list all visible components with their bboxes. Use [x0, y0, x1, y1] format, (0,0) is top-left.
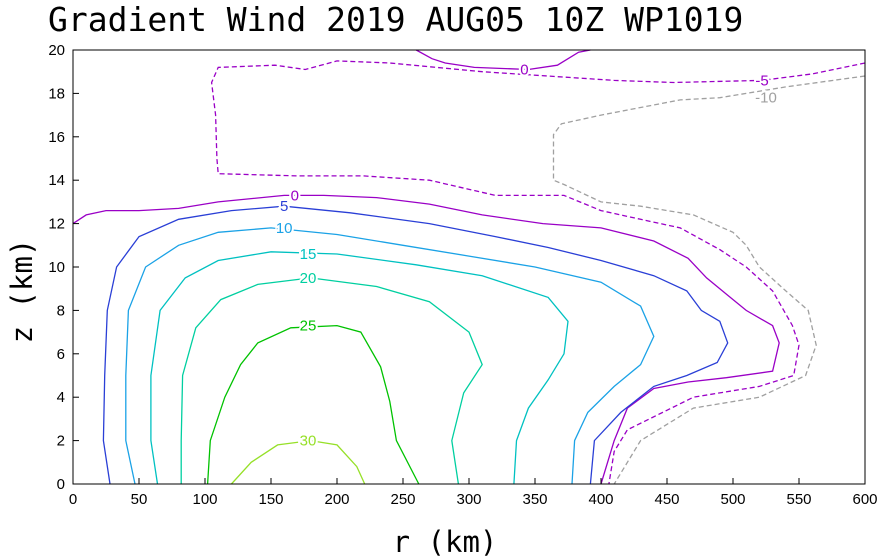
- y-tick-label: 10: [48, 259, 65, 276]
- y-tick-label: 20: [48, 42, 65, 59]
- x-axis: 0 50 100 150 200 250 300 350 400 450 500 550 600: [69, 478, 878, 508]
- contour-line-0: [72, 194, 780, 485]
- y-tick-label: 8: [57, 302, 65, 319]
- contour-label-5: 5: [280, 198, 288, 215]
- contour-line-15: [150, 251, 569, 485]
- y-tick-label: 16: [48, 129, 65, 146]
- y-axis: 0 2 4 6 8 10 12 14 16 18 20: [48, 42, 79, 493]
- x-tick-label: 300: [456, 491, 481, 508]
- y-tick-label: 6: [57, 346, 65, 363]
- x-tick-label: 0: [69, 491, 77, 508]
- contour-label-25: 25: [300, 318, 317, 335]
- x-tick-label: 250: [390, 491, 415, 508]
- x-tick-label: 400: [588, 491, 613, 508]
- x-tick-label: 350: [522, 491, 547, 508]
- x-tick-label: 500: [720, 491, 745, 508]
- x-tick-label: 50: [131, 491, 148, 508]
- x-tick-label: 450: [654, 491, 679, 508]
- contour-label--10: -10: [755, 90, 777, 107]
- contour-line--10: [552, 75, 866, 485]
- x-tick-label: 600: [852, 491, 877, 508]
- y-tick-label: 2: [57, 433, 65, 450]
- y-tick-label: 0: [57, 476, 65, 493]
- x-tick-label: 100: [192, 491, 217, 508]
- chart-title: Gradient Wind 2019 AUG05 10Z WP1019: [48, 0, 743, 39]
- y-tick-label: 12: [48, 216, 65, 233]
- contour-label--5: -5: [755, 72, 768, 89]
- contour-line-30: [230, 439, 366, 485]
- contour-label-0: 0: [520, 62, 528, 79]
- y-axis-label: z (km): [5, 239, 39, 344]
- contour-line-5: [102, 205, 729, 485]
- x-tick-label: 150: [258, 491, 283, 508]
- contour-line-25: [206, 324, 420, 485]
- contour-label-20: 20: [300, 270, 317, 287]
- y-tick-label: 14: [48, 172, 65, 189]
- contour-label-30: 30: [300, 433, 317, 450]
- y-tick-label: 18: [48, 85, 65, 102]
- contour-label-10: 10: [276, 220, 293, 237]
- x-tick-label: 200: [324, 491, 349, 508]
- x-axis-label: r (km): [393, 525, 498, 559]
- contour-line-10: [125, 227, 655, 485]
- contour-label-15: 15: [300, 246, 317, 263]
- contour-line-0: [415, 49, 591, 71]
- contour-line-20: [180, 277, 483, 485]
- contour-lines: [72, 49, 866, 485]
- contour-label-0: 0: [291, 187, 299, 204]
- y-tick-label: 4: [57, 389, 65, 406]
- contour-line--5: [210, 60, 866, 485]
- x-tick-label: 550: [786, 491, 811, 508]
